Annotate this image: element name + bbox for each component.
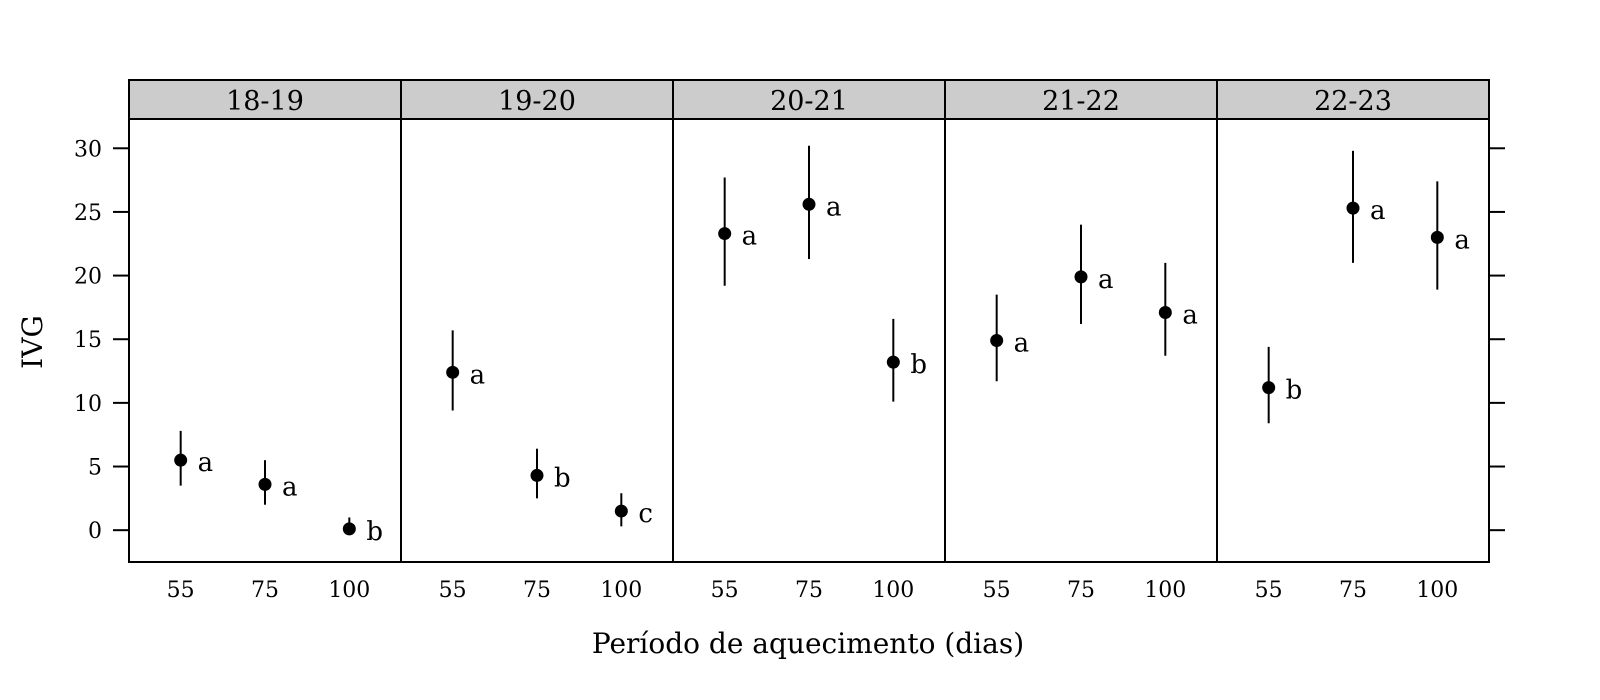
data-point: [1346, 201, 1360, 215]
data-point: [1430, 230, 1444, 244]
x-tick-label: 100: [1144, 578, 1186, 603]
data-point: [614, 504, 628, 518]
data-point: [718, 227, 732, 241]
strip-label: 19-20: [498, 86, 576, 117]
group-letter: a: [1098, 265, 1114, 295]
group-letter: b: [1286, 376, 1303, 406]
strip-header: [128, 79, 402, 120]
data-point: [990, 334, 1004, 347]
y-tick-label: 20: [74, 265, 102, 290]
data-point: [530, 468, 544, 482]
panel-20-21: 20-21 55 75 100 a a b: [672, 79, 946, 603]
x-tick-label: 100: [1416, 578, 1458, 603]
x-axis-title: Período de aquecimento (dias): [592, 627, 1024, 660]
x-tick-label: 75: [1339, 578, 1367, 603]
data-point: [446, 365, 460, 379]
y-tick-label: 25: [74, 201, 102, 226]
y-axis-right: [1489, 147, 1505, 532]
x-tick-label: 100: [872, 578, 914, 603]
data-point: [1158, 305, 1172, 319]
group-letter: a: [470, 360, 486, 390]
panel-frame: [944, 118, 1218, 563]
x-tick-label: 100: [328, 578, 370, 603]
group-letter: a: [826, 192, 842, 222]
group-letter: a: [1182, 300, 1198, 330]
data-point: [174, 453, 188, 467]
strip-label: 21-22: [1042, 86, 1120, 117]
data-point: [1074, 270, 1088, 284]
y-axis-title: IVG: [16, 315, 49, 369]
x-tick-label: 55: [167, 578, 195, 603]
group-letter: b: [554, 463, 571, 493]
group-letter: a: [1370, 196, 1386, 226]
panel-21-22: 21-22 55 75 100 a a a: [944, 79, 1218, 603]
strip-label: 20-21: [770, 86, 848, 117]
strip-header: [1216, 79, 1490, 120]
y-tick-label: 30: [74, 137, 102, 162]
panel-18-19: 18-19 55 75 100 a a b: [128, 79, 402, 603]
group-letter: a: [742, 222, 758, 252]
y-tick-label: 10: [74, 392, 102, 417]
y-tick-label: 5: [88, 456, 102, 481]
group-letter: a: [1454, 225, 1470, 255]
data-point: [1262, 381, 1276, 395]
group-letter: a: [1014, 329, 1030, 359]
group-letter: b: [910, 350, 927, 380]
x-tick-label: 55: [439, 578, 467, 603]
y-tick-label: 15: [74, 328, 102, 353]
x-tick-label: 75: [795, 578, 823, 603]
strip-label: 18-19: [226, 86, 304, 117]
x-tick-label: 55: [983, 578, 1011, 603]
x-tick-label: 75: [251, 578, 279, 603]
y-tick-label: 0: [88, 519, 102, 544]
strip-label: 22-23: [1314, 86, 1392, 117]
x-tick-label: 75: [1067, 578, 1095, 603]
panel-22-23: 22-23 55 75 100 b a a: [1216, 79, 1490, 603]
x-tick-label: 75: [523, 578, 551, 603]
panel-19-20: 19-20 55 75 100 a b c: [400, 79, 674, 603]
data-point: [886, 355, 900, 369]
data-point: [802, 197, 816, 211]
data-point: [342, 522, 356, 536]
group-letter: a: [198, 448, 214, 478]
data-point: [258, 477, 272, 491]
group-letter: a: [282, 472, 298, 502]
group-letter: b: [366, 517, 383, 547]
panel-frame: [1216, 118, 1490, 563]
x-tick-label: 55: [1255, 578, 1283, 603]
group-letter: c: [638, 499, 653, 529]
x-tick-label: 100: [600, 578, 642, 603]
y-axis-left: 0 5 10 15 20 25 30: [74, 137, 129, 544]
x-tick-label: 55: [711, 578, 739, 603]
